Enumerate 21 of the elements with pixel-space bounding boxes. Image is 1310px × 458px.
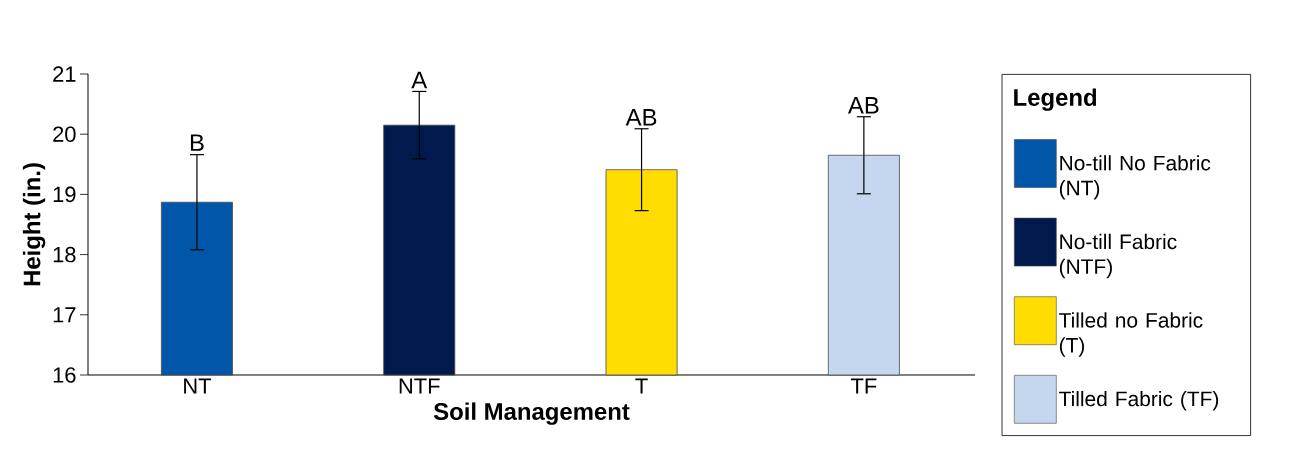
y-tick-label: 17 — [53, 307, 76, 323]
annotation: B — [190, 134, 204, 151]
y-tick-label: 19 — [53, 186, 76, 203]
annotation: AB — [625, 109, 657, 126]
legend-label: No-till Fabric (NTF) — [1059, 233, 1177, 279]
annotation: AB — [847, 97, 879, 114]
y-tick-label: 16 — [53, 367, 76, 383]
y-axis-title: Height (in.) — [22, 163, 46, 286]
y-tick-label: 18 — [53, 246, 76, 263]
annotation: A — [411, 71, 428, 89]
x-tick-label: T — [635, 378, 648, 394]
legend-label: Tilled Fabric (TF) — [1059, 390, 1219, 411]
y-tick-label: 20 — [53, 126, 76, 142]
x-tick-label: NT — [184, 378, 212, 394]
legend-label: No-till No Fabric (NT) — [1059, 155, 1211, 200]
y-tick-label: 21 — [53, 66, 76, 82]
x-tick-label: NTF — [399, 378, 440, 394]
legend-label: Tilled no Fabric (T) — [1059, 312, 1203, 357]
x-tick-label: TF — [850, 378, 877, 394]
x-axis-title: Soil Management — [433, 402, 630, 425]
legend-title: Legend — [1014, 88, 1097, 111]
